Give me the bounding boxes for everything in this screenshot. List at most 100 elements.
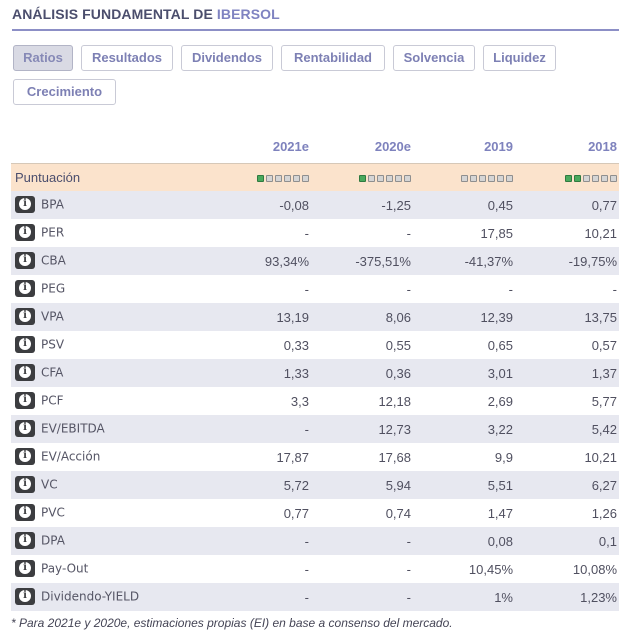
score-cell: [515, 162, 619, 191]
table-row: i DPA - -0,08 0,1: [11, 527, 619, 555]
info-glyph: i: [23, 309, 27, 321]
tab-solvencia[interactable]: Solvencia: [393, 45, 475, 71]
metric-label: CFA: [41, 366, 64, 381]
value-cell: 5,51: [413, 471, 515, 499]
score-label: Puntuación: [11, 162, 209, 191]
metric-label: PEG: [41, 282, 66, 297]
table-row: i VPA 13,19 8,06 12,39 13,75: [11, 303, 619, 331]
tab-rentabilidad[interactable]: Rentabilidad: [281, 45, 385, 71]
table-row: i PSV 0,33 0,55 0,65 0,57: [11, 331, 619, 359]
score-dot-empty: [479, 174, 486, 182]
score-dots: [461, 174, 513, 182]
value-cell: -: [311, 527, 413, 555]
metric-label: PCF: [41, 394, 64, 409]
page-title: ANÁLISIS FUNDAMENTAL DE IBERSOL: [12, 6, 619, 22]
value-cell: 0,77: [209, 499, 311, 527]
value-cell: 17,85: [413, 219, 515, 247]
value-cell: 13,19: [209, 303, 311, 331]
score-dot-empty: [497, 174, 504, 182]
info-glyph: i: [23, 533, 27, 545]
info-icon[interactable]: i: [15, 307, 35, 325]
value-cell: -: [209, 583, 311, 611]
value-cell: -: [209, 527, 311, 555]
value-cell: -: [209, 219, 311, 247]
score-dot-empty: [404, 174, 411, 182]
metric-cell: i Dividendo-YIELD: [11, 583, 209, 611]
value-cell: 5,77: [515, 387, 619, 415]
metric-label: Pay-Out: [41, 562, 89, 577]
value-cell: 0,77: [515, 191, 619, 219]
value-cell: 10,45%: [413, 555, 515, 583]
metric-cell: i EV/Acción: [11, 443, 209, 471]
table-row: i PER - -17,85 10,21: [11, 219, 619, 247]
metric-label: EV/Acción: [41, 450, 101, 465]
metric-cell: i CFA: [11, 359, 209, 387]
metric-label: EV/EBITDA: [41, 422, 105, 437]
value-cell: -: [209, 415, 311, 443]
value-cell: 0,57: [515, 331, 619, 359]
value-cell: -: [311, 555, 413, 583]
value-cell: 2,69: [413, 387, 515, 415]
info-icon[interactable]: i: [15, 223, 35, 241]
value-cell: 17,87: [209, 443, 311, 471]
score-row: Puntuación: [11, 162, 619, 191]
value-cell: -: [311, 275, 413, 303]
tab-liquidez[interactable]: Liquidez: [483, 45, 556, 71]
value-cell: -: [413, 275, 515, 303]
info-icon[interactable]: i: [15, 391, 35, 409]
value-cell: 9,9: [413, 443, 515, 471]
value-cell: 10,21: [515, 443, 619, 471]
value-cell: -1,25: [311, 191, 413, 219]
value-cell: 1,26: [515, 499, 619, 527]
score-dot-empty: [293, 174, 300, 182]
score-dot-filled: [565, 174, 572, 182]
info-glyph: i: [23, 589, 27, 601]
info-icon[interactable]: i: [15, 251, 35, 269]
header-empty: [11, 133, 209, 163]
value-cell: 13,75: [515, 303, 619, 331]
table-row: i PEG - - - -: [11, 275, 619, 303]
tab-resultados[interactable]: Resultados: [81, 45, 173, 71]
tab-crecimiento[interactable]: Crecimiento: [13, 79, 116, 105]
table-row: i Pay-Out - -10,45% 10,08%: [11, 555, 619, 583]
column-header: 2020e: [374, 139, 411, 154]
metric-label: DPA: [41, 534, 65, 549]
info-icon[interactable]: i: [15, 363, 35, 381]
table-row: i Dividendo-YIELD - -1% 1,23%: [11, 583, 619, 611]
value-cell: 8,06: [311, 303, 413, 331]
info-icon[interactable]: i: [15, 279, 35, 297]
value-cell: -: [515, 275, 619, 303]
info-icon[interactable]: i: [15, 503, 35, 521]
score-dot-empty: [386, 174, 393, 182]
value-cell: 0,33: [209, 331, 311, 359]
table-row: i EV/Acción 17,87 17,68 9,9 10,21: [11, 443, 619, 471]
column-header: 2021e: [272, 139, 309, 154]
value-cell: -41,37%: [413, 247, 515, 275]
info-icon[interactable]: i: [15, 587, 35, 605]
metric-label: VC: [41, 478, 58, 493]
info-icon[interactable]: i: [15, 531, 35, 549]
score-cell: [311, 162, 413, 191]
info-icon[interactable]: i: [15, 475, 35, 493]
tab-dividendos[interactable]: Dividendos: [181, 45, 273, 71]
footnote: * Para 2021e y 2020e, estimaciones propi…: [11, 616, 453, 630]
table-row: i VC 5,72 5,94 5,51 6,27: [11, 471, 619, 499]
value-cell: 12,39: [413, 303, 515, 331]
score-dot-empty: [583, 174, 590, 182]
value-cell: 12,73: [311, 415, 413, 443]
info-icon[interactable]: i: [15, 447, 35, 465]
table-row: i PCF 3,3 12,18 2,69 5,77: [11, 387, 619, 415]
info-icon[interactable]: i: [15, 195, 35, 213]
score-dots: [257, 174, 309, 182]
tab-ratios[interactable]: Ratios: [13, 45, 73, 71]
info-icon[interactable]: i: [15, 559, 35, 577]
metric-cell: i DPA: [11, 527, 209, 555]
value-cell: 0,45: [413, 191, 515, 219]
info-icon[interactable]: i: [15, 419, 35, 437]
ratios-table: 2021e 2020e 2019 2018 Puntuación i BPA -0,…: [11, 133, 619, 611]
value-cell: 6,27: [515, 471, 619, 499]
info-icon[interactable]: i: [15, 335, 35, 353]
metric-cell: i BPA: [11, 191, 209, 219]
value-cell: 12,18: [311, 387, 413, 415]
score-dot-empty: [506, 174, 513, 182]
